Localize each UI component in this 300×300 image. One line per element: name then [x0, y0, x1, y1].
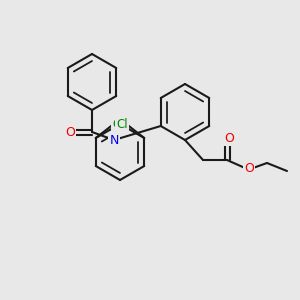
Text: O: O [65, 125, 75, 139]
Text: Cl: Cl [112, 118, 124, 130]
Text: O: O [244, 161, 254, 175]
Text: O: O [224, 131, 234, 145]
Text: N: N [109, 134, 119, 146]
Text: Cl: Cl [116, 118, 127, 130]
